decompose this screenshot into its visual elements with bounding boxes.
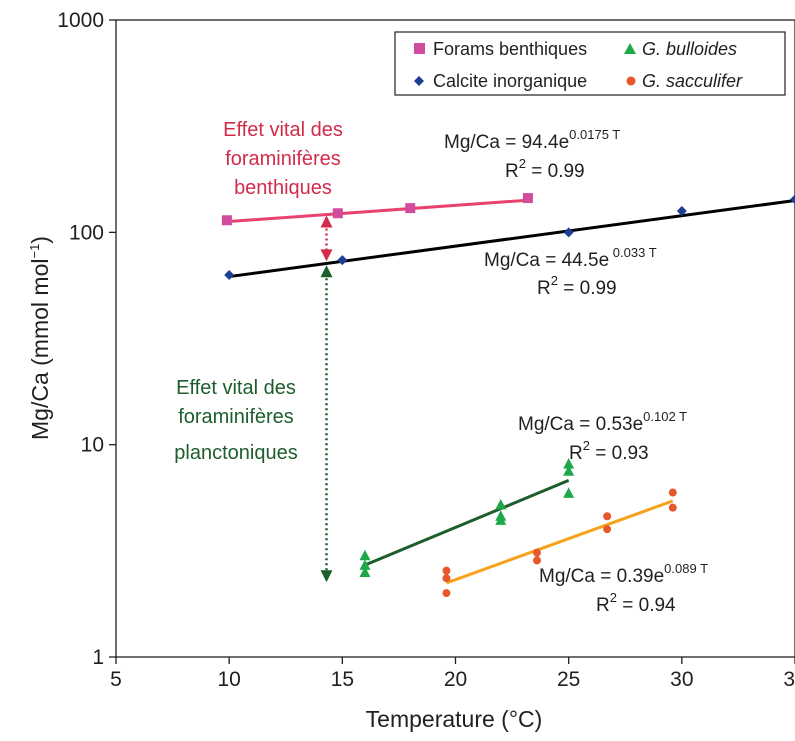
axes: 5 10 15 20 25 30 35 1 10 100 1000	[57, 9, 795, 691]
legend-box	[394, 31, 786, 96]
plot-area	[115, 19, 795, 658]
y-tick-label: 100	[69, 221, 104, 244]
legend-label-bulloides: G. bulloides	[642, 39, 737, 59]
legend-marker-benthic	[414, 43, 425, 54]
vital-effect-arrows	[320, 215, 333, 583]
fit-line-inorganic	[228, 199, 795, 279]
fit-line-bulloides	[364, 479, 570, 567]
x-axis-title: Temperature (°C)	[366, 706, 543, 732]
planktonic-arrow-head-down	[320, 570, 333, 583]
equation-inorganic-mgca: Mg/Ca = 44.5e 0.033 T	[484, 245, 657, 271]
data-point-sacculifer	[442, 574, 451, 583]
data-point-benthic	[221, 215, 232, 226]
fit-line-sacculifer	[445, 499, 674, 585]
equation-benthic: Mg/Ca = 94.4e0.0175 T R2 = 0.99	[444, 127, 620, 182]
data-point-bulloides	[563, 465, 575, 476]
legend-marker-inorganic	[414, 76, 424, 86]
fit-line-benthic	[226, 198, 529, 224]
legend-label-benthic: Forams benthiques	[433, 39, 587, 59]
annotation-planktonic-line-3: planctoniques	[174, 442, 297, 464]
legend-marker-sacculifer	[626, 76, 636, 86]
data-point-inorganic	[790, 194, 795, 205]
equation-sacculifer-r2: R2 = 0.94	[596, 590, 676, 616]
plot-frame	[115, 19, 795, 658]
x-tick-label: 10	[217, 668, 240, 691]
data-point-inorganic	[563, 227, 574, 238]
y-tick-label: 1000	[57, 9, 104, 32]
equation-inorganic-r2: R2 = 0.99	[537, 273, 617, 299]
planktonic-arrow-head-up	[320, 265, 333, 278]
equation-sacculifer-mgca: Mg/Ca = 0.39e0.089 T	[539, 561, 708, 587]
x-tick-label: 20	[444, 668, 467, 691]
data-point-sacculifer	[668, 488, 677, 497]
equation-benthic-mgca: Mg/Ca = 94.4e0.0175 T	[444, 127, 620, 153]
equation-benthic-r2: R2 = 0.99	[505, 156, 585, 182]
equation-bulloides-r2: R2 = 0.93	[569, 438, 649, 464]
data-point-inorganic	[676, 206, 687, 217]
data-point-bulloides	[563, 458, 575, 469]
equation-sacculifer: Mg/Ca = 0.39e0.089 T R2 = 0.94	[539, 561, 708, 616]
benthic-arrow-head-down	[320, 249, 333, 262]
data-point-bulloides	[359, 566, 371, 578]
legend-label-inorganic: Calcite inorganique	[433, 71, 587, 91]
equation-bulloides-mgca: Mg/Ca = 0.53e0.102 T	[518, 409, 687, 435]
data-point-sacculifer	[603, 512, 612, 521]
annotation-benthic-line-1: Effet vital des	[223, 119, 343, 141]
data-points	[221, 193, 795, 598]
equation-bulloides: Mg/Ca = 0.53e0.102 T R2 = 0.93	[518, 409, 687, 464]
legend-label-sacculifer: G. sacculifer	[642, 71, 743, 91]
annotation-benthic-vital-effect: Effet vital des foraminifères benthiques	[223, 119, 343, 199]
data-point-sacculifer	[532, 556, 541, 565]
data-point-bulloides	[495, 514, 507, 525]
data-point-benthic	[522, 193, 533, 204]
annotation-planktonic-line-1: Effet vital des	[176, 377, 296, 399]
legend: Forams benthiques G. bulloides Calcite i…	[394, 31, 786, 96]
y-axis-title: Mg/Ca (mmol mol−1)	[27, 236, 53, 440]
x-tick-label: 25	[557, 668, 580, 691]
data-point-inorganic	[337, 255, 348, 266]
x-tick-label: 5	[110, 668, 122, 691]
y-tick-label: 1	[92, 646, 104, 669]
data-point-sacculifer	[668, 503, 677, 512]
data-point-bulloides	[359, 559, 371, 570]
annotation-planktonic-line-2: foraminifères	[178, 406, 294, 428]
x-tick-label: 35	[783, 668, 795, 691]
x-tick-label: 30	[670, 668, 693, 691]
x-tick-label: 15	[331, 668, 354, 691]
y-tick-label: 10	[81, 434, 104, 457]
data-point-benthic	[405, 203, 416, 214]
data-point-benthic	[332, 208, 343, 219]
data-point-inorganic	[224, 269, 235, 280]
annotation-benthic-line-3: benthiques	[234, 177, 332, 199]
data-point-sacculifer	[442, 589, 451, 598]
annotation-benthic-line-2: foraminifères	[225, 148, 341, 170]
data-point-bulloides	[495, 498, 507, 510]
data-point-bulloides	[563, 487, 575, 498]
data-point-bulloides	[359, 549, 371, 561]
benthic-arrow-head-up	[320, 215, 333, 228]
data-point-sacculifer	[532, 548, 541, 557]
equation-inorganic: Mg/Ca = 44.5e 0.033 T R2 = 0.99	[484, 245, 657, 299]
data-point-sacculifer	[603, 525, 612, 534]
data-point-sacculifer	[442, 566, 451, 575]
annotation-planktonic-vital-effect: Effet vital des foraminifères planctoniq…	[174, 377, 297, 464]
fit-lines	[226, 198, 795, 585]
legend-marker-bulloides	[624, 43, 636, 54]
